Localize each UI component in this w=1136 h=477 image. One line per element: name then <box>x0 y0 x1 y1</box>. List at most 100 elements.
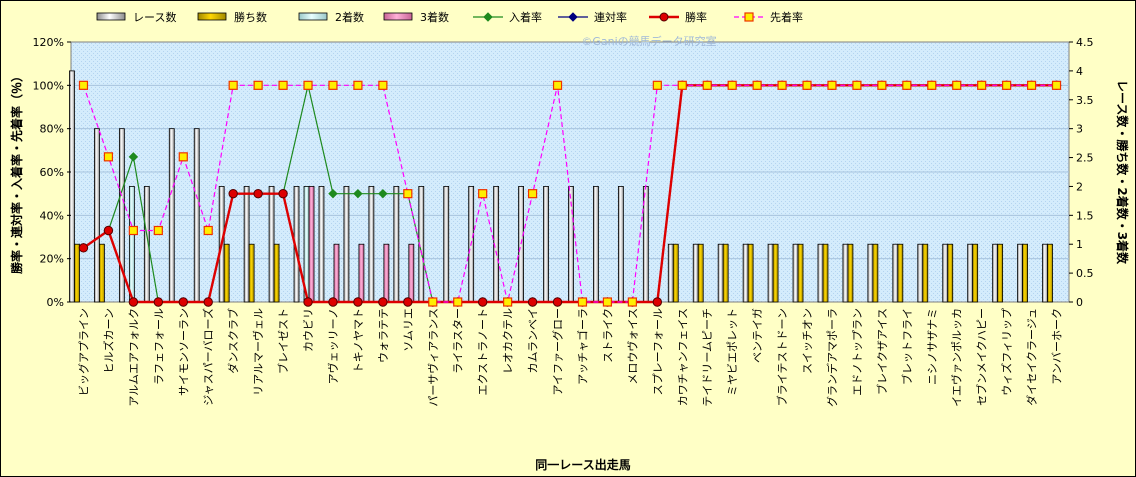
legend-label: レース数 <box>133 11 176 24</box>
bar-レース数 <box>767 243 774 303</box>
category-label: テイドリームピーチ <box>701 308 714 407</box>
left-tick-label: 60% <box>40 166 64 179</box>
category-label: ヒルズカーン <box>101 308 115 373</box>
right-axis-title: レース数・勝ち数・2着数・3着数 <box>1115 80 1130 265</box>
bar-勝ち数 <box>697 243 704 303</box>
category-label: ソムリエ <box>402 308 415 352</box>
bar-レース数 <box>967 243 974 303</box>
bar-勝ち数 <box>947 243 954 303</box>
category-label: ストライク <box>601 308 614 363</box>
bar-レース数 <box>368 186 375 303</box>
bar-レース数 <box>617 186 624 303</box>
right-tick-label: 3 <box>1076 123 1083 136</box>
point-勝率 <box>527 297 538 307</box>
point-先着率 <box>178 152 188 162</box>
point-先着率 <box>977 80 987 90</box>
point-先着率 <box>378 80 388 90</box>
bar-レース数 <box>792 243 799 303</box>
line-勝率 <box>82 84 1057 304</box>
bar-レース数 <box>94 128 100 303</box>
bar-レース数 <box>667 243 674 303</box>
point-勝率 <box>278 188 288 199</box>
bar-勝ち数 <box>672 243 679 303</box>
point-勝率 <box>253 188 263 199</box>
line-series <box>78 80 1062 307</box>
right-tick-label: 0.5 <box>1076 267 1094 280</box>
bar-勝ち数 <box>722 243 729 303</box>
legend: レース数 勝ち数 2着数 3着数 入着率 連対率 勝率 先着率 <box>96 10 803 24</box>
category-label: アンバーホーク <box>1051 308 1064 385</box>
bar-勝ち数 <box>74 243 80 303</box>
point-勝率 <box>652 297 663 307</box>
category-label: ブレイクザアイス <box>875 308 889 395</box>
category-label: ウォラテテ <box>377 308 390 363</box>
bar-勝ち数 <box>797 243 804 303</box>
bar-3着数 <box>358 243 365 303</box>
bar-勝ち数 <box>847 243 854 303</box>
bar-2着数 <box>128 186 135 303</box>
category-label: ラフェフォール <box>152 308 165 385</box>
point-勝率 <box>128 297 139 307</box>
category-label: アルムエアフォルク <box>127 308 140 407</box>
point-先着率 <box>1026 80 1037 90</box>
point-先着率 <box>228 80 238 90</box>
category-label: イエヴァンポルッカ <box>950 308 964 407</box>
point-先着率 <box>827 80 837 90</box>
bar-レース数 <box>892 243 899 303</box>
bar-レース数 <box>817 243 824 303</box>
point-先着率 <box>503 297 513 307</box>
point-先着率 <box>927 80 937 90</box>
left-tick-label: 120% <box>33 36 64 49</box>
point-先着率 <box>752 80 762 90</box>
point-先着率 <box>128 225 138 236</box>
bar-レース数 <box>443 186 450 303</box>
right-tick-label: 2 <box>1076 180 1083 193</box>
legend-swatch <box>298 12 328 21</box>
bar-レース数 <box>593 186 599 303</box>
point-入着率 <box>328 188 338 199</box>
point-先着率 <box>652 80 662 90</box>
point-入着率 <box>128 152 139 162</box>
point-先着率 <box>577 297 588 307</box>
right-tick-label: 4 <box>1076 65 1083 78</box>
left-tick-label: 40% <box>40 209 64 222</box>
point-先着率 <box>902 80 912 90</box>
category-label: グランデアマポーラ <box>825 308 839 407</box>
category-label: カワチャンフェイス <box>676 308 689 406</box>
point-勝率 <box>378 297 388 307</box>
category-label: スプレーフォール <box>651 308 664 395</box>
category-label: メロウヴォイス <box>625 308 639 385</box>
bar-レース数 <box>518 186 524 303</box>
point-先着率 <box>602 297 613 307</box>
point-先着率 <box>952 80 962 90</box>
bar-レース数 <box>717 243 724 303</box>
left-tick-label: 100% <box>33 79 64 92</box>
point-先着率 <box>877 80 887 90</box>
legend-label: 連対率 <box>594 10 627 24</box>
category-label: アイファーグロー <box>551 308 565 395</box>
point-先着率 <box>552 80 563 90</box>
category-label: ベンテイガ <box>751 308 764 363</box>
point-勝率 <box>403 297 413 307</box>
category-label: ビッグアプライン <box>76 308 90 396</box>
category-label: セブンメイクハピー <box>975 308 989 406</box>
point-先着率 <box>1002 80 1012 90</box>
bar-レース数 <box>1042 243 1048 303</box>
bar-勝ち数 <box>872 243 879 303</box>
point-先着率 <box>153 225 163 236</box>
point-先着率 <box>777 80 787 90</box>
point-先着率 <box>203 225 213 236</box>
bar-レース数 <box>842 243 849 303</box>
point-先着率 <box>278 80 288 90</box>
bar-レース数 <box>193 128 200 303</box>
legend-marker <box>483 12 493 22</box>
point-勝率 <box>303 297 313 307</box>
bar-レース数 <box>118 128 125 303</box>
point-勝率 <box>552 297 563 307</box>
bar-勝ち数 <box>997 243 1004 303</box>
category-label: ジャスパーバローズ <box>201 308 215 406</box>
bar-勝ち数 <box>248 243 255 303</box>
bar-レース数 <box>268 186 275 303</box>
